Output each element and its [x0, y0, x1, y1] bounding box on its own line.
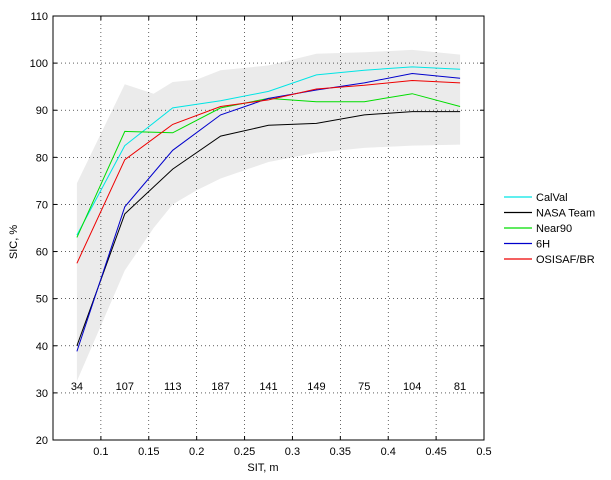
x-tick-label: 0.2 — [189, 446, 204, 458]
series-line-6h — [76, 72, 461, 352]
y-tick-label: 60 — [36, 247, 48, 259]
count-label: 113 — [164, 381, 182, 393]
y-tick-label: 80 — [36, 152, 48, 164]
series-line-nasa-team — [76, 111, 461, 346]
grid-layer — [53, 16, 484, 440]
x-tick-label: 0.15 — [138, 446, 159, 458]
y-tick-label: 110 — [30, 11, 48, 23]
y-tick-label: 70 — [36, 199, 48, 211]
x-tick-label: 0.4 — [381, 446, 396, 458]
count-label: 34 — [71, 381, 83, 393]
count-label: 149 — [307, 381, 325, 393]
y-tick-label: 100 — [30, 58, 48, 70]
y-tick-label: 50 — [36, 294, 48, 306]
x-tick-label: 0.5 — [476, 446, 491, 458]
y-tick-label: 40 — [36, 341, 48, 353]
count-label: 104 — [403, 381, 421, 393]
y-axis-label: SIC, % — [8, 225, 20, 259]
count-label: 187 — [211, 381, 229, 393]
legend-label: 6H — [536, 239, 550, 251]
x-tick-label: 0.45 — [425, 446, 446, 458]
x-axis-label: SIT, m — [247, 462, 278, 474]
legend-label: NASA Team — [536, 208, 595, 220]
axes-box — [52, 15, 485, 441]
series-line-calval — [76, 66, 461, 236]
x-tick-label: 0.1 — [93, 446, 108, 458]
x-tick-label: 0.35 — [330, 446, 351, 458]
count-label: 75 — [358, 381, 370, 393]
legend-label: Near90 — [536, 223, 572, 235]
y-tick-label: 20 — [36, 435, 48, 447]
legend-label: CalVal — [536, 192, 568, 204]
tick-layer: 0.1 0.15 0.2 0.25 0.3 0.35 0.4 0.45 0.5 20 30 40 50 6… — [30, 11, 492, 458]
count-label: 81 — [454, 381, 466, 393]
series-line-osisaf-br — [76, 79, 461, 264]
y-tick-label: 90 — [36, 105, 48, 117]
y-tick-label: 30 — [36, 388, 48, 400]
legend-label: OSISAF/BR — [536, 254, 595, 266]
count-annotation-layer: 34 107 113 187 141 149 75 104 81 — [71, 381, 466, 393]
count-label: 141 — [259, 381, 277, 393]
x-tick-label: 0.3 — [285, 446, 300, 458]
count-label: 107 — [116, 381, 134, 393]
x-tick-label: 0.25 — [234, 446, 255, 458]
legend: CalVal NASA Team Near90 6H OSISAF/BR — [501, 188, 605, 274]
series-layer — [76, 66, 461, 352]
